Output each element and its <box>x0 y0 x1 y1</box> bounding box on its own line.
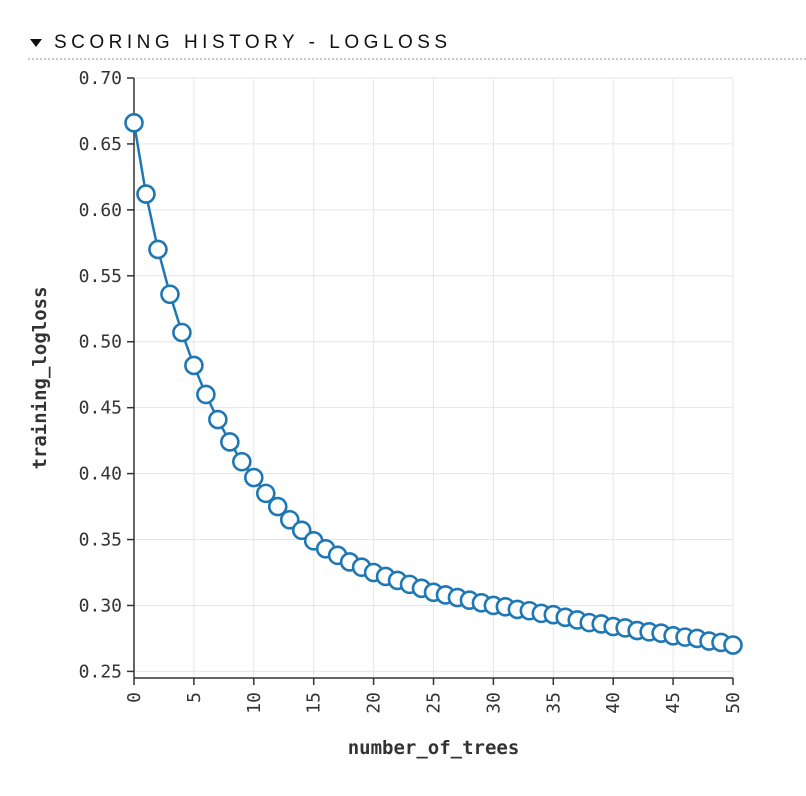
section-title: SCORING HISTORY - LOGLOSS <box>54 32 452 53</box>
data-point <box>291 520 312 541</box>
x-tick-label: 45 <box>663 692 684 714</box>
data-point <box>196 384 216 405</box>
scoring-history-chart: 0 5 10 15 20 25 30 35 40 45 50 0.25 0.30 0.35 0.40 0.45… <box>29 68 744 759</box>
section-header-scoring-history[interactable]: SCORING HISTORY - LOGLOSS <box>28 30 806 60</box>
x-tick-label: 15 <box>304 692 325 714</box>
x-tick-label: 5 <box>184 692 205 703</box>
x-tick-label: 30 <box>483 692 504 714</box>
data-point <box>232 451 252 472</box>
grid <box>134 77 734 678</box>
axis-labels: 0 5 10 15 20 25 30 35 40 45 50 0.25 0.30 0.35 0.40 0.45… <box>29 68 744 759</box>
x-tick-label: 50 <box>723 692 744 714</box>
y-tick-label: 0.35 <box>79 530 122 551</box>
y-tick-label: 0.70 <box>79 68 122 89</box>
x-tick-label: 10 <box>244 692 265 714</box>
data-point <box>723 635 743 655</box>
y-tick-label: 0.25 <box>79 661 122 682</box>
data-point <box>255 483 276 504</box>
data-point <box>244 467 264 488</box>
data-point <box>160 284 180 305</box>
y-tick-label: 0.55 <box>79 266 122 287</box>
series-line <box>124 113 743 655</box>
data-point <box>172 322 192 343</box>
data-point <box>220 432 240 452</box>
x-axis-title: number_of_trees <box>348 737 520 759</box>
data-point <box>124 113 144 133</box>
data-point <box>267 496 288 517</box>
x-tick-label: 40 <box>603 692 624 714</box>
y-tick-label: 0.50 <box>79 332 122 353</box>
y-tick-label: 0.30 <box>79 595 122 616</box>
x-tick-label: 20 <box>364 692 385 714</box>
y-tick-label: 0.40 <box>79 464 122 485</box>
y-axis-title: training_logloss <box>29 286 51 469</box>
caret-down-icon[interactable] <box>30 39 42 47</box>
x-tick-label: 0 <box>124 692 145 703</box>
data-point <box>136 184 156 204</box>
x-tick-label: 25 <box>424 692 445 714</box>
y-tick-label: 0.60 <box>79 200 122 221</box>
data-point <box>184 355 204 376</box>
data-point <box>148 239 168 260</box>
axes <box>127 77 734 685</box>
data-point <box>279 509 300 530</box>
data-point <box>208 409 228 430</box>
y-tick-label: 0.65 <box>79 134 122 155</box>
y-tick-label: 0.45 <box>79 398 122 419</box>
x-tick-label: 35 <box>543 692 564 714</box>
